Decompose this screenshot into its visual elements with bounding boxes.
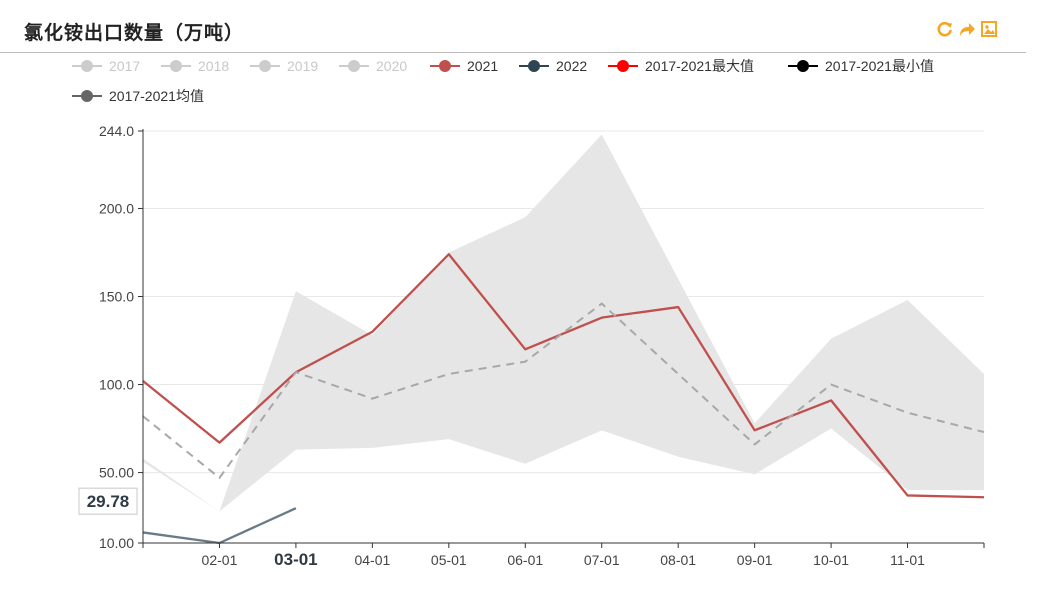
legend-label: 2017 xyxy=(109,58,140,74)
legend-label: 2022 xyxy=(556,58,587,74)
labels: 29.78 xyxy=(78,487,138,515)
legend-marker xyxy=(528,60,540,72)
y-tick-label: 50.00 xyxy=(99,465,134,481)
share-arrow-icon[interactable] xyxy=(958,20,976,38)
legend-label: 2017-2021最小值 xyxy=(825,58,934,74)
value-label-box xyxy=(78,487,138,515)
refresh-icon[interactable] xyxy=(936,20,954,38)
x-tick-label: 10-01 xyxy=(813,552,849,568)
x-tick-label: 02-01 xyxy=(202,552,238,568)
legend-marker xyxy=(617,60,629,72)
legend-label: 2020 xyxy=(376,58,407,74)
legend-marker xyxy=(170,60,182,72)
x-tick-label: 09-01 xyxy=(737,552,773,568)
x-tick-label: 05-01 xyxy=(431,552,467,568)
range-band xyxy=(143,134,984,512)
legend: 2017 2018 2019 2020 2021 2022 2017-2021最大值 2017… xyxy=(72,58,934,104)
legend-item-2022[interactable]: 2022 xyxy=(519,58,587,74)
y-tick-label: 100.0 xyxy=(99,377,134,393)
legend-item-2021[interactable]: 2021 xyxy=(430,58,498,74)
y-tick-label: 200.0 xyxy=(99,200,134,216)
x-tick-label: 04-01 xyxy=(354,552,390,568)
x-tick-label: 08-01 xyxy=(660,552,696,568)
series-line-2021 xyxy=(142,253,985,499)
legend-label: 2019 xyxy=(287,58,318,74)
legend-marker xyxy=(81,90,93,102)
y-tick-label: 10.00 xyxy=(99,535,134,551)
legend-marker xyxy=(348,60,360,72)
x-tick-label: 07-01 xyxy=(584,552,620,568)
legend-item-2019[interactable]: 2019 xyxy=(250,58,318,74)
series-line-2022 xyxy=(142,507,297,545)
save-image-icon[interactable] xyxy=(980,20,998,38)
chart-title: 氯化铵出口数量（万吨） xyxy=(24,22,245,44)
chart-header: 氯化铵出口数量（万吨） xyxy=(0,0,1026,53)
legend-item-2018[interactable]: 2018 xyxy=(161,58,229,74)
legend-marker xyxy=(439,60,451,72)
legend-label: 2017-2021最大值 xyxy=(645,58,754,74)
value-label: 29.78 xyxy=(87,492,130,511)
axes: 244.0 200.0 150.0 100.0 50.00 10.00 02-01 03-01… xyxy=(99,123,985,569)
x-tick-label: 03-01 xyxy=(274,550,317,569)
y-tick-label: 150.0 xyxy=(99,289,134,305)
toolbox xyxy=(936,20,998,38)
legend-marker xyxy=(259,60,271,72)
legend-item-2017[interactable]: 2017 xyxy=(72,58,140,74)
legend-label: 2017-2021均值 xyxy=(109,88,204,104)
legend-marker xyxy=(797,60,809,72)
x-tick-label: 11-01 xyxy=(890,552,925,568)
legend-marker xyxy=(81,60,93,72)
range-band-area xyxy=(143,134,984,512)
legend-item-2020[interactable]: 2020 xyxy=(339,58,407,74)
x-tick-label: 06-01 xyxy=(507,552,543,568)
legend-label: 2018 xyxy=(198,58,229,74)
legend-item-2017-2021最小值[interactable]: 2017-2021最小值 xyxy=(788,58,934,74)
legend-label: 2021 xyxy=(467,58,498,74)
y-tick-label: 244.0 xyxy=(99,123,134,139)
legend-item-2017-2021最大值[interactable]: 2017-2021最大值 xyxy=(608,58,754,74)
legend-item-2017-2021均值[interactable]: 2017-2021均值 xyxy=(72,88,204,104)
